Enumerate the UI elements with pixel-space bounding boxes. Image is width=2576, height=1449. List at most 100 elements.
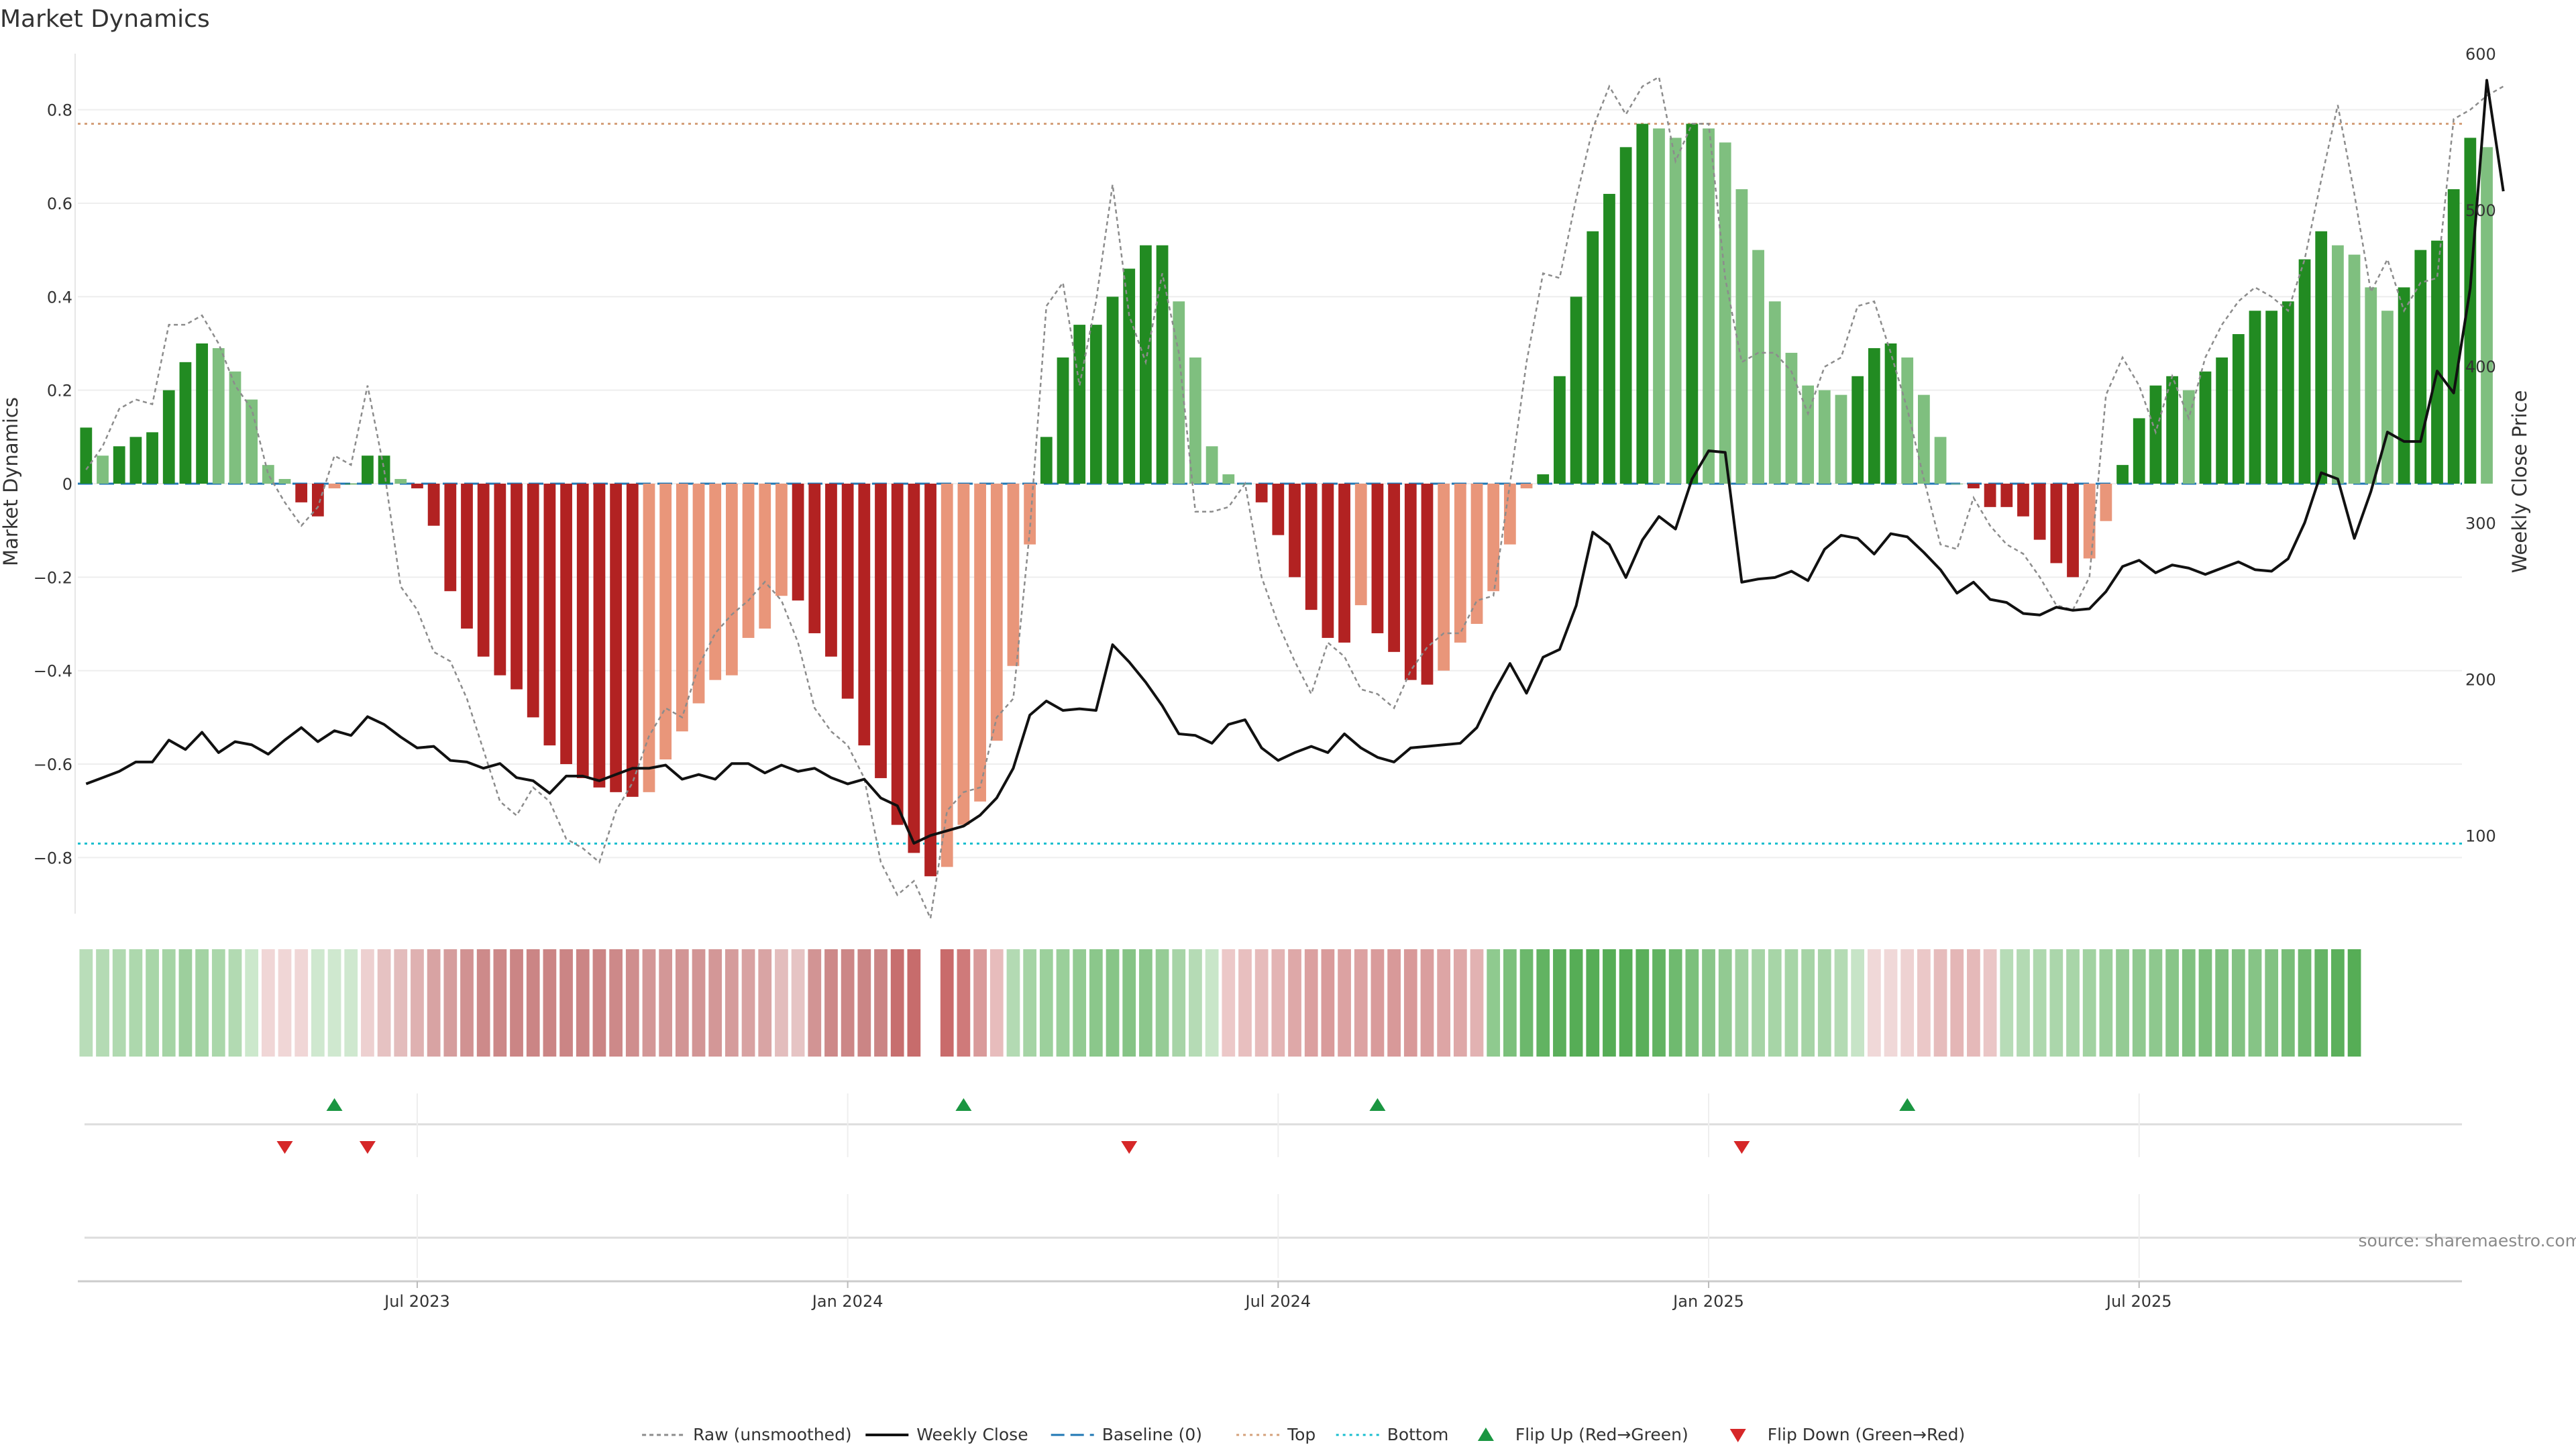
strip-cell bbox=[1619, 949, 1633, 1057]
dynamics-bar bbox=[2249, 311, 2261, 484]
flip-down-marker bbox=[276, 1141, 293, 1154]
dynamics-bar bbox=[2000, 484, 2013, 507]
left-tick-label: −0.2 bbox=[34, 568, 72, 587]
dynamics-bar bbox=[1289, 484, 1301, 578]
dynamics-bar bbox=[1735, 189, 1748, 484]
flip-markers bbox=[276, 1098, 1916, 1154]
dynamics-bar bbox=[891, 484, 904, 825]
dynamics-bar bbox=[80, 427, 93, 484]
strip-cell bbox=[1702, 949, 1715, 1057]
source-note: source: sharemaestro.com bbox=[2359, 1231, 2576, 1250]
dynamics-bar bbox=[1089, 325, 1102, 484]
strip-cell bbox=[1851, 949, 1865, 1057]
strip-cell bbox=[857, 949, 871, 1057]
legend-swatch bbox=[1477, 1428, 1494, 1441]
strip-cell bbox=[1189, 949, 1202, 1057]
strip-cell bbox=[1453, 949, 1467, 1057]
strip-cell bbox=[940, 949, 954, 1057]
right-tick-label: 300 bbox=[2465, 514, 2496, 533]
strip-cell bbox=[2265, 949, 2279, 1057]
dynamics-bar bbox=[1057, 357, 1069, 484]
dynamics-bar bbox=[2050, 484, 2063, 564]
dynamics-bar bbox=[1554, 376, 1566, 484]
dynamics-bar bbox=[477, 484, 490, 657]
strip-cell bbox=[2066, 949, 2080, 1057]
strip-cell bbox=[2231, 949, 2245, 1057]
strip-cell bbox=[957, 949, 971, 1057]
flip-down-marker bbox=[1121, 1141, 1138, 1154]
strip-cell bbox=[1371, 949, 1385, 1057]
strip-cell bbox=[1768, 949, 1782, 1057]
strip-cell bbox=[1784, 949, 1799, 1057]
dynamics-bar bbox=[941, 484, 953, 867]
strip-cell bbox=[1338, 949, 1351, 1057]
dynamics-bar bbox=[1752, 250, 1764, 484]
strip-cell bbox=[1238, 949, 1252, 1057]
strip-cell bbox=[808, 949, 822, 1057]
strip-cell bbox=[2215, 949, 2229, 1057]
strip-cell bbox=[741, 949, 755, 1057]
strip-cell bbox=[543, 949, 557, 1057]
strip-cell bbox=[146, 949, 159, 1057]
dynamics-bar bbox=[97, 455, 109, 484]
flip-up-marker bbox=[326, 1098, 343, 1111]
dynamics-bar bbox=[1968, 484, 1980, 488]
strip-cell bbox=[2314, 949, 2328, 1057]
dynamics-bar bbox=[1884, 343, 1897, 484]
dynamics-bar bbox=[2216, 357, 2229, 484]
left-tick-label: −0.4 bbox=[34, 662, 72, 681]
strip-cell bbox=[1950, 949, 1964, 1057]
dynamics-bar bbox=[494, 484, 506, 676]
strip-cell bbox=[1089, 949, 1103, 1057]
strip-cell bbox=[609, 949, 623, 1057]
dynamics-bar bbox=[2116, 465, 2129, 484]
strip-cell bbox=[1718, 949, 1732, 1057]
strip-cell bbox=[625, 949, 639, 1057]
strip-cell bbox=[1569, 949, 1583, 1057]
dynamics-bar bbox=[444, 484, 457, 592]
legend-item-top: Top bbox=[1236, 1425, 1316, 1444]
legend-label: Top bbox=[1287, 1425, 1316, 1444]
dynamics-bar bbox=[908, 484, 920, 853]
dynamics-bar bbox=[1487, 484, 1500, 592]
strip-cell bbox=[2116, 949, 2129, 1057]
dynamics-bar bbox=[1851, 376, 1864, 484]
left-axis: 0.8 0.6 0.4 0.2 0 −0.2 −0.4 −0.6 −0.8 bbox=[34, 54, 76, 914]
strip-cell bbox=[1685, 949, 1699, 1057]
strip-cell bbox=[394, 949, 408, 1057]
flip-up-marker bbox=[1369, 1098, 1386, 1111]
dynamics-bar bbox=[1305, 484, 1318, 610]
strip-cell bbox=[642, 949, 656, 1057]
dynamics-bar bbox=[1123, 268, 1136, 484]
strip-cell bbox=[1586, 949, 1600, 1057]
dynamics-bar bbox=[1802, 385, 1815, 484]
strip-cell bbox=[476, 949, 490, 1057]
strip-cell bbox=[261, 949, 275, 1057]
strip-cell bbox=[2298, 949, 2312, 1057]
strip-cell bbox=[708, 949, 722, 1057]
dynamics-bar bbox=[2365, 287, 2377, 484]
dynamics-bar bbox=[1587, 231, 1599, 484]
dynamics-bar bbox=[957, 484, 970, 825]
left-tick-label: 0.2 bbox=[47, 382, 72, 400]
strip-cell bbox=[294, 949, 309, 1057]
close-line-layer bbox=[85, 78, 2505, 845]
dynamics-bar bbox=[162, 390, 175, 484]
strip-cell bbox=[1553, 949, 1566, 1057]
strip-cell bbox=[1752, 949, 1765, 1057]
dynamics-bar bbox=[2332, 245, 2344, 484]
dynamics-bar bbox=[394, 479, 407, 484]
strip-cell bbox=[1933, 949, 1947, 1057]
dynamics-bar bbox=[1818, 390, 1831, 484]
flip-up-marker bbox=[955, 1098, 972, 1111]
dynamics-bar bbox=[511, 484, 523, 690]
dynamics-bar bbox=[1322, 484, 1334, 638]
dynamics-bar bbox=[1686, 123, 1699, 484]
strip-cell bbox=[1420, 949, 1434, 1057]
strip-cell bbox=[1917, 949, 1931, 1057]
dynamics-bar bbox=[775, 484, 788, 596]
dynamics-bar bbox=[2083, 484, 2096, 559]
dynamics-bar bbox=[1619, 147, 1632, 484]
dynamics-bar bbox=[2398, 287, 2410, 484]
